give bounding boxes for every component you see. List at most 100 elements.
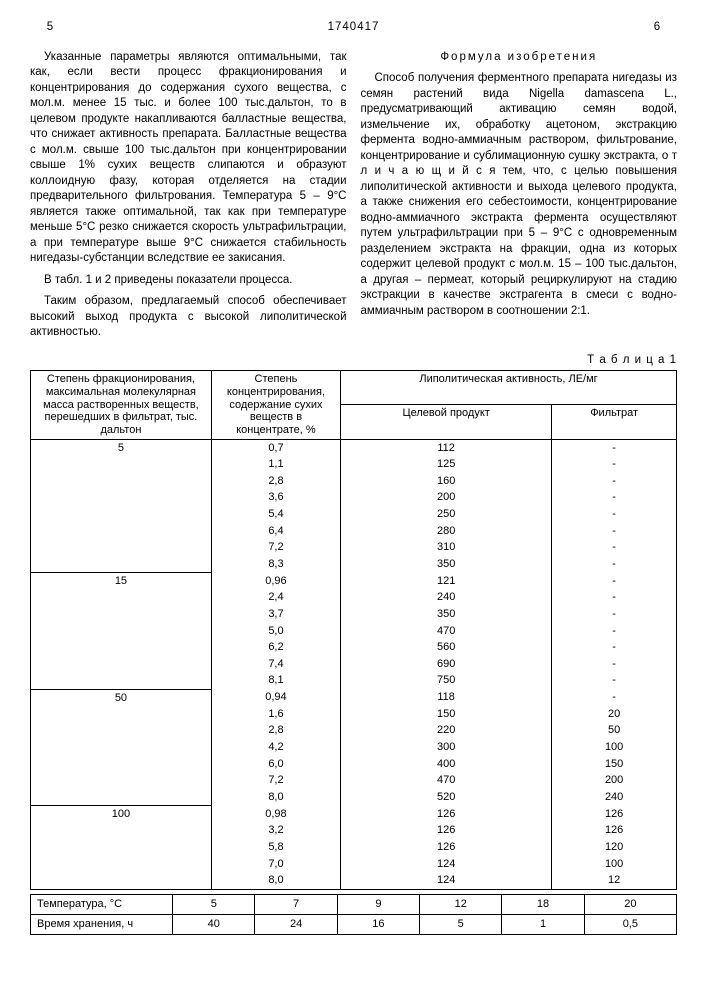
data-cell: - [552, 539, 677, 556]
group-label: 50 [31, 689, 212, 805]
data-cell: 0,96 [211, 573, 340, 590]
t2-cell: 18 [502, 894, 584, 914]
data-cell: 8,0 [211, 789, 340, 806]
data-cell: - [552, 439, 677, 456]
table1-label: Т а б л и ц а 1 [30, 353, 677, 369]
data-cell: - [552, 523, 677, 540]
t2-cell: 20 [584, 894, 676, 914]
left-column: Указанные параметры являются оптимальным… [30, 50, 347, 347]
data-cell: 240 [341, 589, 552, 606]
data-cell: 2,8 [211, 473, 340, 490]
table-1: Степень фракционирования, максимальная м… [30, 370, 677, 890]
th-fractionation: Степень фракционирования, максимальная м… [31, 371, 212, 439]
data-cell: 250 [341, 506, 552, 523]
data-cell: 310 [341, 539, 552, 556]
data-cell: 120 [552, 839, 677, 856]
data-cell: 8,0 [211, 872, 340, 889]
data-cell: - [552, 639, 677, 656]
data-cell: - [552, 473, 677, 490]
data-cell: 300 [341, 739, 552, 756]
data-cell: 520 [341, 789, 552, 806]
data-cell: - [552, 589, 677, 606]
data-cell: 350 [341, 606, 552, 623]
data-cell: 0,98 [211, 806, 340, 823]
data-cell: 118 [341, 689, 552, 706]
data-cell: 5,0 [211, 623, 340, 640]
data-cell: - [552, 656, 677, 673]
data-cell: 126 [552, 822, 677, 839]
th-activity: Липолитическая активность, ЛЕ/мг [341, 371, 677, 405]
data-cell: 240 [552, 789, 677, 806]
data-cell: 100 [552, 739, 677, 756]
data-cell: 0,7 [211, 439, 340, 456]
data-cell: 150 [341, 706, 552, 723]
data-cell: 750 [341, 672, 552, 689]
paragraph: Таким образом, предлагаемый способ обесп… [30, 294, 347, 341]
data-cell: 7,2 [211, 772, 340, 789]
data-cell: 124 [341, 856, 552, 873]
data-cell: 7,0 [211, 856, 340, 873]
t2-cell: 1 [502, 914, 584, 934]
data-cell: 200 [341, 489, 552, 506]
data-cell: 350 [341, 556, 552, 573]
data-cell: - [552, 556, 677, 573]
data-cell: 126 [341, 806, 552, 823]
data-cell: 126 [552, 806, 677, 823]
data-cell: 3,6 [211, 489, 340, 506]
data-cell: 112 [341, 439, 552, 456]
data-cell: 125 [341, 456, 552, 473]
data-cell: - [552, 489, 677, 506]
data-cell: 7,2 [211, 539, 340, 556]
th-filtrate: Фильтрат [552, 405, 677, 439]
t2-cell: 16 [337, 914, 419, 934]
data-cell: 5,8 [211, 839, 340, 856]
data-cell: 126 [341, 822, 552, 839]
data-cell: 400 [341, 756, 552, 773]
page-col-right: 6 [637, 20, 677, 36]
data-cell: 470 [341, 772, 552, 789]
data-cell: 1,1 [211, 456, 340, 473]
data-cell: 0,94 [211, 689, 340, 706]
data-cell: 124 [341, 872, 552, 889]
formula-title: Формула изобретения [361, 50, 678, 66]
t2-cell: 7 [255, 894, 337, 914]
t2-cell: 12 [420, 894, 502, 914]
data-cell: 126 [341, 839, 552, 856]
t2-cell: 5 [173, 894, 255, 914]
t2-cell: 0,5 [584, 914, 676, 934]
data-cell: - [552, 456, 677, 473]
data-cell: 470 [341, 623, 552, 640]
data-cell: 150 [552, 756, 677, 773]
data-cell: 6,2 [211, 639, 340, 656]
data-cell: - [552, 506, 677, 523]
data-cell: - [552, 606, 677, 623]
th-concentration: Степень концентрирования, содержание сух… [211, 371, 340, 439]
data-cell: 160 [341, 473, 552, 490]
t2-temp-label: Температура, °C [31, 894, 173, 914]
paragraph: Указанные параметры являются оптимальным… [30, 50, 347, 267]
paragraph: В табл. 1 и 2 приведены показатели проце… [30, 273, 347, 289]
th-target: Целевой продукт [341, 405, 552, 439]
t2-cell: 5 [420, 914, 502, 934]
data-cell: 100 [552, 856, 677, 873]
t2-time-label: Время хранения, ч [31, 914, 173, 934]
data-cell: 220 [341, 722, 552, 739]
data-cell: 5,4 [211, 506, 340, 523]
data-cell: - [552, 672, 677, 689]
data-cell: 3,7 [211, 606, 340, 623]
data-cell: 121 [341, 573, 552, 590]
data-cell: 280 [341, 523, 552, 540]
t2-cell: 9 [337, 894, 419, 914]
data-cell: 560 [341, 639, 552, 656]
data-cell: 6,4 [211, 523, 340, 540]
t2-cell: 40 [173, 914, 255, 934]
data-cell: 1,6 [211, 706, 340, 723]
paragraph: Способ получения ферментного препарата н… [361, 71, 678, 319]
group-label: 5 [31, 439, 212, 573]
group-label: 100 [31, 806, 212, 890]
data-cell: 7,4 [211, 656, 340, 673]
patent-number: 1740417 [70, 20, 637, 36]
data-cell: 2,4 [211, 589, 340, 606]
data-cell: 3,2 [211, 822, 340, 839]
data-cell: 8,1 [211, 672, 340, 689]
